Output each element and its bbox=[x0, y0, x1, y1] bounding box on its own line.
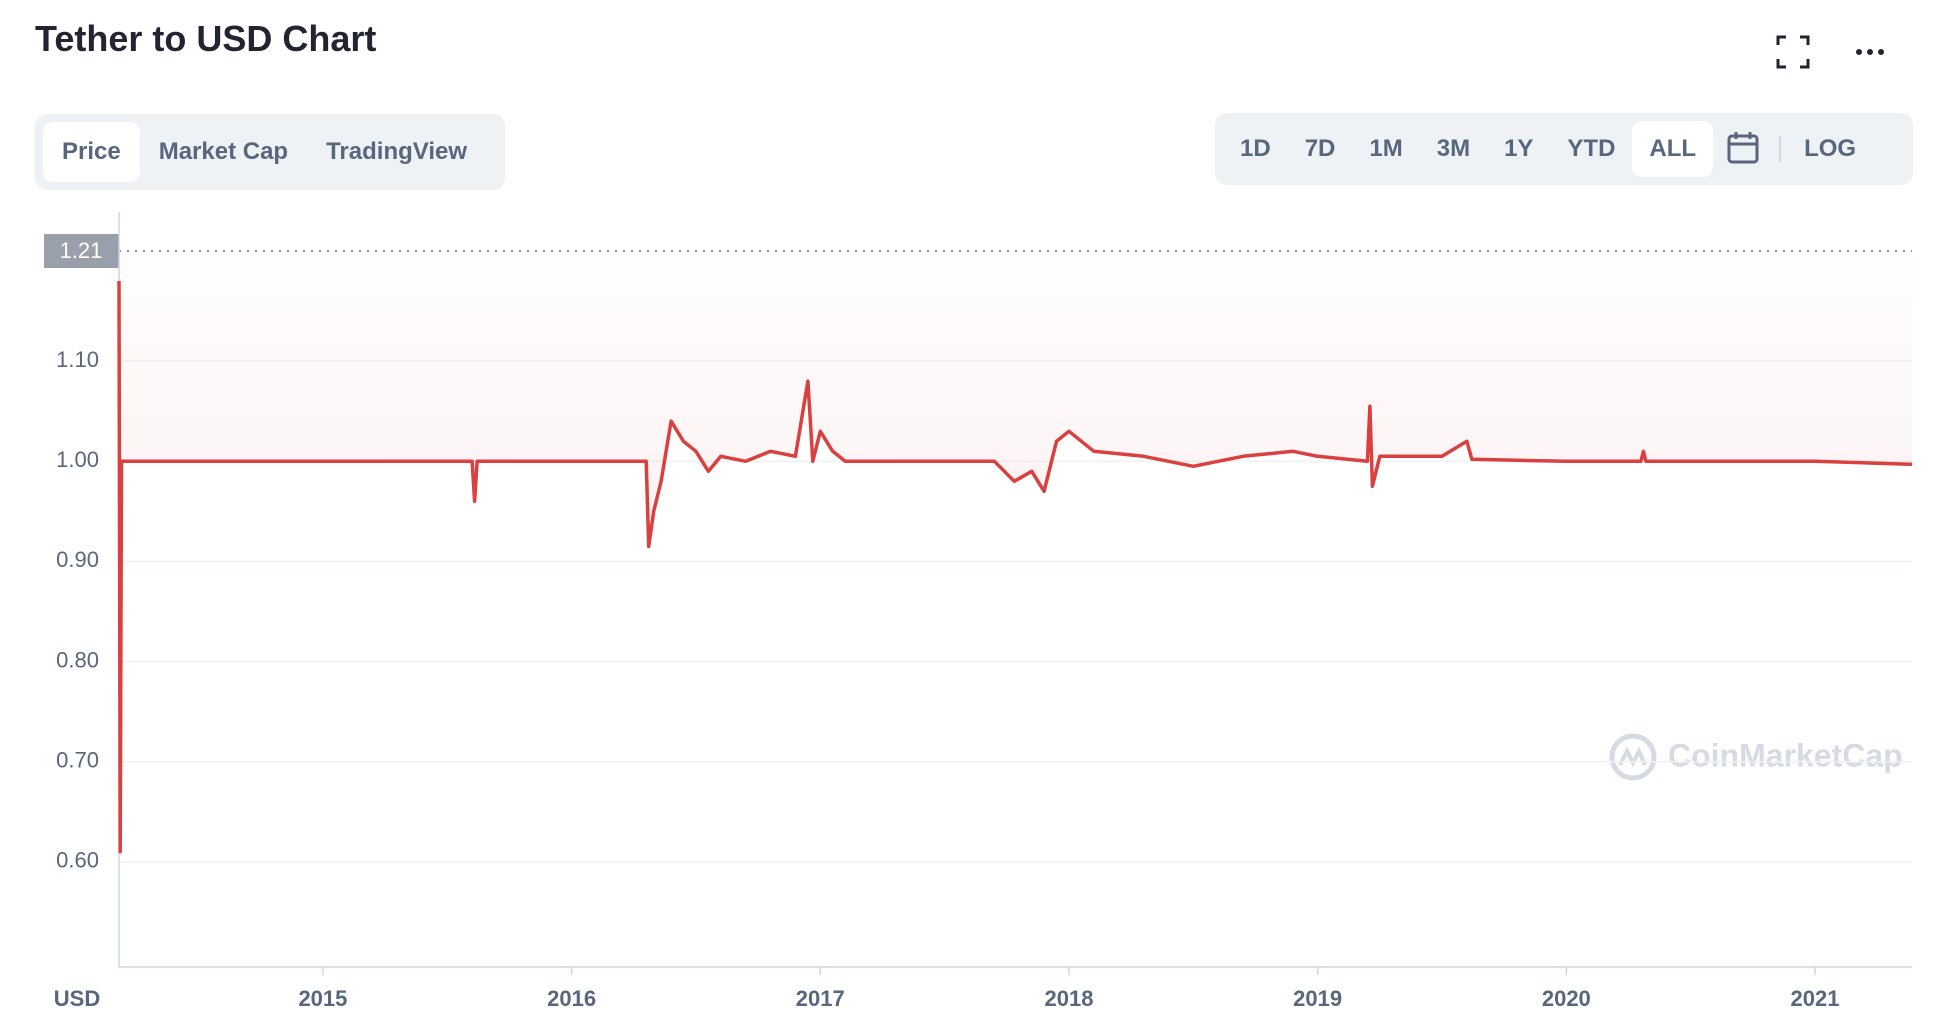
watermark: CoinMarketCap bbox=[1609, 733, 1903, 781]
y-tick-label: 1.10 bbox=[56, 347, 99, 372]
x-tick-label: 2020 bbox=[1542, 986, 1591, 1011]
range-group: 1D 7D 1M 3M 1Y YTD ALL LOG bbox=[1215, 113, 1913, 185]
y-tick-label: 0.70 bbox=[56, 748, 99, 773]
x-tick-label: 2015 bbox=[298, 986, 347, 1011]
high-marker-badge bbox=[44, 234, 119, 268]
x-tick-label: 2019 bbox=[1293, 986, 1342, 1011]
y-unit-label: USD bbox=[54, 986, 100, 1011]
x-tick-label: 2017 bbox=[796, 986, 845, 1011]
more-icon[interactable] bbox=[1852, 34, 1888, 70]
y-tick-label: 0.60 bbox=[56, 848, 99, 873]
y-tick-label: 1.00 bbox=[56, 447, 99, 472]
watermark-text: CoinMarketCap bbox=[1668, 737, 1903, 773]
log-button[interactable]: LOG bbox=[1804, 135, 1857, 162]
high-marker-label: 1.21 bbox=[60, 238, 103, 263]
tab[interactable]: Price bbox=[43, 122, 140, 182]
x-tick-label: 2016 bbox=[547, 986, 596, 1011]
range-button[interactable]: 7D bbox=[1304, 135, 1336, 162]
fullscreen-icon[interactable] bbox=[1775, 34, 1811, 70]
tab-group: Price Market Cap TradingView bbox=[35, 114, 505, 190]
y-tick-label: 0.80 bbox=[56, 647, 99, 672]
x-tick-label: 2021 bbox=[1791, 986, 1840, 1011]
chart-title: Tether to USD Chart bbox=[35, 18, 377, 59]
calendar-icon[interactable] bbox=[1713, 129, 1773, 169]
range-button[interactable]: 3M bbox=[1436, 135, 1471, 162]
x-tick-label: 2018 bbox=[1044, 986, 1093, 1011]
range-button[interactable]: ALL bbox=[1632, 121, 1714, 177]
divider bbox=[1779, 136, 1782, 162]
range-button[interactable]: 1Y bbox=[1504, 135, 1534, 162]
range-button[interactable]: 1D bbox=[1240, 135, 1271, 162]
range-button[interactable]: 1M bbox=[1369, 135, 1403, 162]
tab[interactable]: Market Cap bbox=[158, 138, 289, 165]
area-fill bbox=[119, 251, 1912, 852]
tab[interactable]: TradingView bbox=[326, 138, 468, 165]
price-line bbox=[117, 280, 1913, 854]
y-tick-label: 0.90 bbox=[56, 547, 99, 572]
range-button[interactable]: YTD bbox=[1567, 135, 1616, 162]
